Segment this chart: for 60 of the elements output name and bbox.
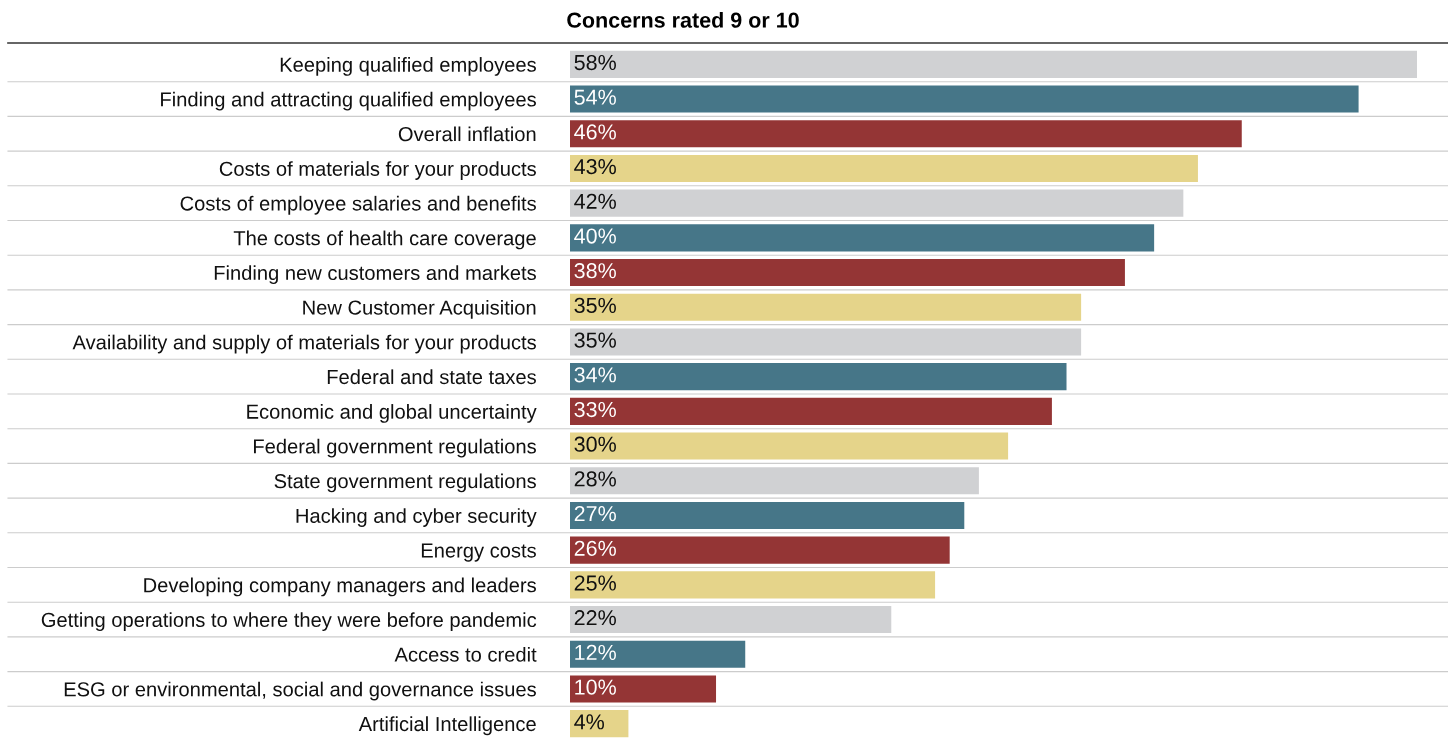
y-tick-label: Finding and attracting qualified employees (161, 91, 536, 111)
bar (570, 675, 717, 703)
bar (570, 50, 1417, 78)
data-label: 40% (574, 228, 616, 244)
y-tick-label: Artificial Intelligence (358, 716, 536, 736)
bar (570, 189, 1184, 217)
data-label: 12% (575, 644, 616, 660)
y-tick-label: ESG or environmental, social and governance issues (64, 681, 536, 701)
data-label: 22% (574, 610, 616, 626)
y-tick-label: State government regulations (274, 473, 536, 493)
y-tick-label: Costs of employee salaries and benefits (180, 195, 536, 215)
y-tick-label: Economic and global uncertainty (247, 404, 537, 423)
y-tick-label: The costs of health care coverage (233, 230, 536, 250)
data-label: 30% (574, 436, 616, 452)
y-tick-label: Availability and supply of materials for your products (72, 334, 536, 354)
data-label: 42% (574, 193, 616, 209)
data-label: 58% (574, 54, 616, 71)
data-label: 27% (574, 505, 616, 522)
bar (570, 293, 1082, 321)
data-label: 43% (574, 158, 616, 175)
y-tick-label: Hacking and cyber security (296, 508, 537, 527)
chart-title: Concerns rated 9 or 10 (567, 11, 799, 28)
bar (570, 467, 979, 495)
bar (570, 85, 1359, 113)
data-label: 4% (574, 714, 604, 730)
data-label: 28% (574, 471, 616, 487)
bar (570, 501, 965, 529)
bar (570, 536, 950, 564)
y-tick-label: Energy costs (421, 543, 536, 562)
data-label: 54% (574, 89, 616, 105)
data-label: 25% (574, 575, 616, 591)
data-label: 34% (574, 367, 616, 383)
y-tick-label: Federal government regulations (254, 438, 536, 458)
y-tick-label: Finding new customers and markets (214, 265, 536, 285)
data-label: 35% (574, 297, 616, 314)
data-label: 33% (574, 401, 616, 418)
bar (570, 571, 936, 599)
y-tick-label: Federal and state taxes (327, 369, 536, 385)
bar (570, 328, 1082, 356)
y-tick-label: Keeping qualified employees (280, 57, 536, 76)
bar (570, 120, 1242, 148)
y-tick-label: New Customer Acquisition (303, 299, 536, 319)
y-tick-label: Costs of materials for your products (219, 161, 536, 180)
bar (570, 259, 1125, 287)
bar (570, 397, 1052, 425)
bar (570, 154, 1198, 182)
data-label: 46% (574, 124, 616, 140)
data-label: 35% (574, 332, 616, 348)
bar (570, 640, 746, 668)
bar (570, 363, 1067, 391)
bar (570, 606, 892, 634)
y-tick-label: Developing company managers and leaders (144, 577, 536, 597)
data-label: 26% (574, 540, 616, 556)
data-label: 10% (575, 679, 616, 695)
data-label: 38% (574, 263, 616, 279)
y-tick-label: Overall inflation (398, 126, 536, 142)
bar (570, 432, 1009, 460)
y-tick-label: Access to credit (394, 646, 537, 662)
bar (570, 224, 1155, 252)
y-tick-label: Getting operations to where they were before pandemic (41, 612, 537, 632)
